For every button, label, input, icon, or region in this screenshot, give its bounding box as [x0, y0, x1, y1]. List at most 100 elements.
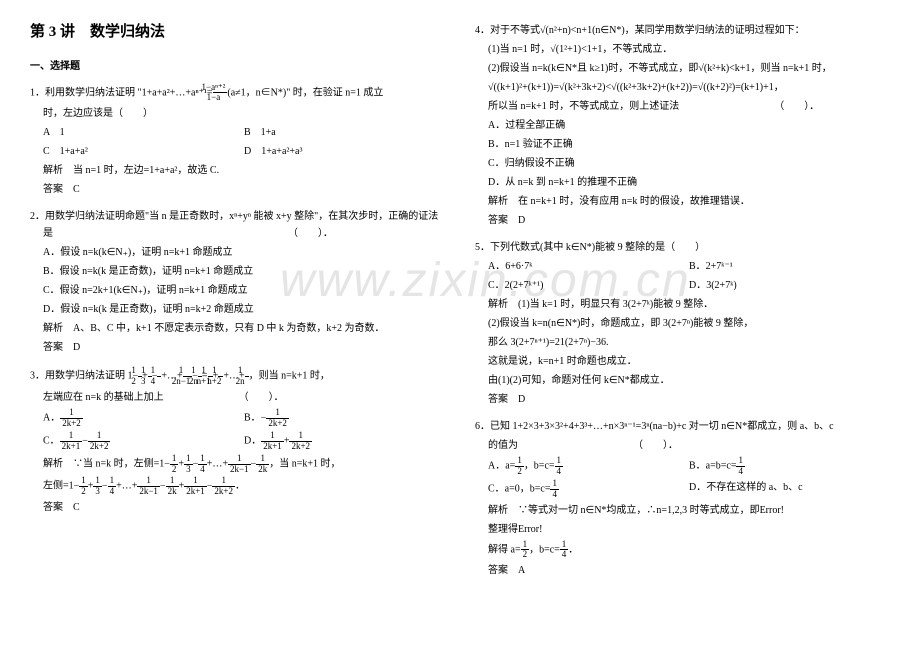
page-container: 第 3 讲 数学归纳法 一、选择题 1．利用数学归纳法证明 "1+a+a²+…+…	[30, 20, 890, 589]
opt-label: B．−	[244, 413, 266, 424]
q6-stem: 6．已知 1+2×3+3×3²+4+3³+…+n×3ⁿ⁻¹=3ⁿ(na−b)+c…	[475, 418, 890, 435]
frac-den: 2k+2	[212, 487, 235, 497]
q3-number: 3．	[30, 371, 45, 382]
frac-den: 2k−1	[228, 465, 251, 475]
frac: 12k+2	[266, 408, 289, 429]
frac: 14	[550, 479, 559, 500]
q6-number: 6．	[475, 421, 490, 432]
opt-label: D．	[244, 436, 261, 447]
frac-den: 2k+2	[88, 442, 111, 452]
q6-a1: 解析 ∵等式对一切 n∈N*均成立，∴n=1,2,3 时等式成立，即Error!	[475, 502, 890, 519]
q3-line2: 左端应在 n=k 的基础上加上 （ ）．	[30, 389, 445, 406]
frac-den: 4	[550, 490, 559, 500]
q2-text: 用数学归纳法证明命题"当 n 是正奇数时，xⁿ+yⁿ 能被 x+y 整除"，在其…	[43, 211, 438, 239]
q4-opt-c: C．归纳假设不正确	[475, 155, 890, 172]
frac: 14	[198, 454, 207, 475]
analysis-text: 解析 ∵当 n=k 时，左侧=1−	[43, 458, 170, 469]
q2-opt-c: C．假设 n=2k+1(k∈N₊)，证明 n=k+1 命题成立	[30, 282, 445, 299]
frac-den: 3	[93, 487, 102, 497]
q4-answer: 答案 D	[475, 212, 890, 229]
frac: 12k+1	[184, 476, 207, 497]
frac-num: 1	[198, 454, 207, 465]
frac-den: 2	[515, 467, 524, 477]
q3-options-cd: C．12k+1−12k+2 D．12k+1+12k+2	[30, 431, 445, 452]
frac-den: 2k	[256, 465, 269, 475]
q6-opt-d: D．不存在这样的 a、b、c	[689, 479, 890, 500]
q5-a3: 那么 3(2+7ⁿ⁺¹)=21(2+7ⁿ)−36.	[475, 334, 890, 351]
frac-den: 4	[736, 467, 745, 477]
frac: 14	[108, 476, 117, 497]
frac: 12k+2	[60, 408, 83, 429]
q3-opt-a: A．12k+2	[43, 408, 244, 429]
q3-mid: ，则当 n=k+1 时，	[249, 371, 330, 382]
frac-den: 2k+1	[261, 442, 284, 452]
q1-line2: 时，左边应该是（ ）	[30, 105, 445, 122]
opt-label: B．a=b=c=	[689, 461, 736, 472]
q6-options-cd: C．a=0，b=c=14 D．不存在这样的 a、b、c	[475, 479, 890, 500]
q1-text-a: 利用数学归纳法证明 "1+a+a²+…+aⁿ⁺¹=	[45, 87, 213, 98]
q3-options-ab: A．12k+2 B．−12k+2	[30, 408, 445, 429]
op: +…+	[207, 458, 228, 469]
q2-opt-a: A．假设 n=k(k∈N₊)，证明 n=k+1 命题成立	[30, 244, 445, 261]
opt-mid: ，b=c=	[524, 461, 555, 472]
frac: 14	[736, 456, 745, 477]
frac-den: 2k−1	[137, 487, 160, 497]
q6-a3: 解得 a=12，b=c=14．	[475, 540, 890, 561]
analysis-text: 左侧=1−	[43, 481, 79, 492]
q1-opt-c: C 1+a+a²	[43, 143, 244, 160]
frac-den: 2	[521, 550, 530, 560]
frac-den: 2k+2	[60, 419, 83, 429]
frac-den: 3	[184, 465, 193, 475]
analysis-mid: ，当 n=k+1 时，	[269, 458, 340, 469]
frac: 12	[521, 540, 530, 561]
q6-line2: 的值为 （ ）．	[475, 437, 890, 454]
frac-num: 1	[256, 454, 269, 465]
frac-den: 1−a	[213, 93, 228, 103]
q2-opt-b: B．假设 n=k(k 是正奇数)，证明 n=k+1 命题成立	[30, 263, 445, 280]
analysis-text: 解得 a=	[488, 544, 521, 555]
frac: 12k−1	[137, 476, 160, 497]
question-1: 1．利用数学归纳法证明 "1+a+a²+…+aⁿ⁺¹=1−aⁿ⁺²1−a(a≠1…	[30, 83, 445, 199]
q5-opt-b: B．2+7ᵏ⁻¹	[689, 258, 890, 275]
frac: 12k+1	[261, 431, 284, 452]
frac: 12k+2	[289, 431, 312, 452]
q6-a2: 整理得Error!	[475, 521, 890, 538]
q3-text: 用数学归纳法证明 1−	[45, 371, 138, 382]
frac-den: 2k+2	[266, 419, 289, 429]
frac: 13	[184, 454, 193, 475]
left-column: 第 3 讲 数学归纳法 一、选择题 1．利用数学归纳法证明 "1+a+a²+…+…	[30, 20, 445, 589]
frac: 12k	[166, 476, 179, 497]
section-heading: 一、选择题	[30, 58, 445, 75]
frac-den: 2k+1	[184, 487, 207, 497]
lecture-title: 第 3 讲 数学归纳法	[30, 20, 445, 46]
q4-text: 对于不等式√(n²+n)<n+1(n∈N*)，某同学用数学归纳法的证明过程如下：	[490, 25, 805, 36]
frac-num: 1	[228, 454, 251, 465]
frac: 13	[93, 476, 102, 497]
analysis-mid: ，b=c=	[529, 544, 560, 555]
frac-den: 2k	[166, 487, 179, 497]
frac: 12k+2	[88, 431, 111, 452]
frac: 12	[515, 456, 524, 477]
opt-label: A．	[43, 413, 60, 424]
frac-den: 2k+2	[289, 442, 312, 452]
q1-options-cd: C 1+a+a² D 1+a+a²+a³	[30, 143, 445, 160]
q1-text-b: (a≠1，n∈N*)" 时，在验证 n=1 成立	[227, 87, 383, 98]
q2-stem: 2．用数学归纳法证明命题"当 n 是正奇数时，xⁿ+yⁿ 能被 x+y 整除"，…	[30, 208, 445, 242]
q6-opt-a: A．a=12，b=c=14	[488, 456, 689, 477]
q3-answer: 答案 C	[30, 499, 445, 516]
frac-den: 4	[555, 467, 564, 477]
q2-analysis: 解析 A、B、C 中，k+1 不愿定表示奇数，只有 D 中 k 为奇数，k+2 …	[30, 320, 445, 337]
frac: 12k−1	[228, 454, 251, 475]
q6-answer: 答案 A	[475, 562, 890, 579]
opt-label: C．	[43, 436, 60, 447]
q2-opt-d: D．假设 n=k(k 是正奇数)，证明 n=k+2 命题成立	[30, 301, 445, 318]
q2-number: 2．	[30, 211, 45, 222]
q2-answer: 答案 D	[30, 339, 445, 356]
q4-l3: √((k+1)²+(k+1))=√(k²+3k+2)<√((k²+3k+2)+(…	[475, 79, 890, 96]
q6-text: 已知 1+2×3+3×3²+4+3³+…+n×3ⁿ⁻¹=3ⁿ(na−b)+c 对…	[490, 421, 834, 432]
q1-number: 1．	[30, 87, 45, 98]
q5-a4: 这就是说，k=n+1 时命题也成立．	[475, 353, 890, 370]
q6-opt-c: C．a=0，b=c=14	[488, 479, 689, 500]
q4-stem: 4．对于不等式√(n²+n)<n+1(n∈N*)，某同学用数学归纳法的证明过程如…	[475, 22, 890, 39]
opt-label: C．a=0，b=c=	[488, 483, 550, 494]
